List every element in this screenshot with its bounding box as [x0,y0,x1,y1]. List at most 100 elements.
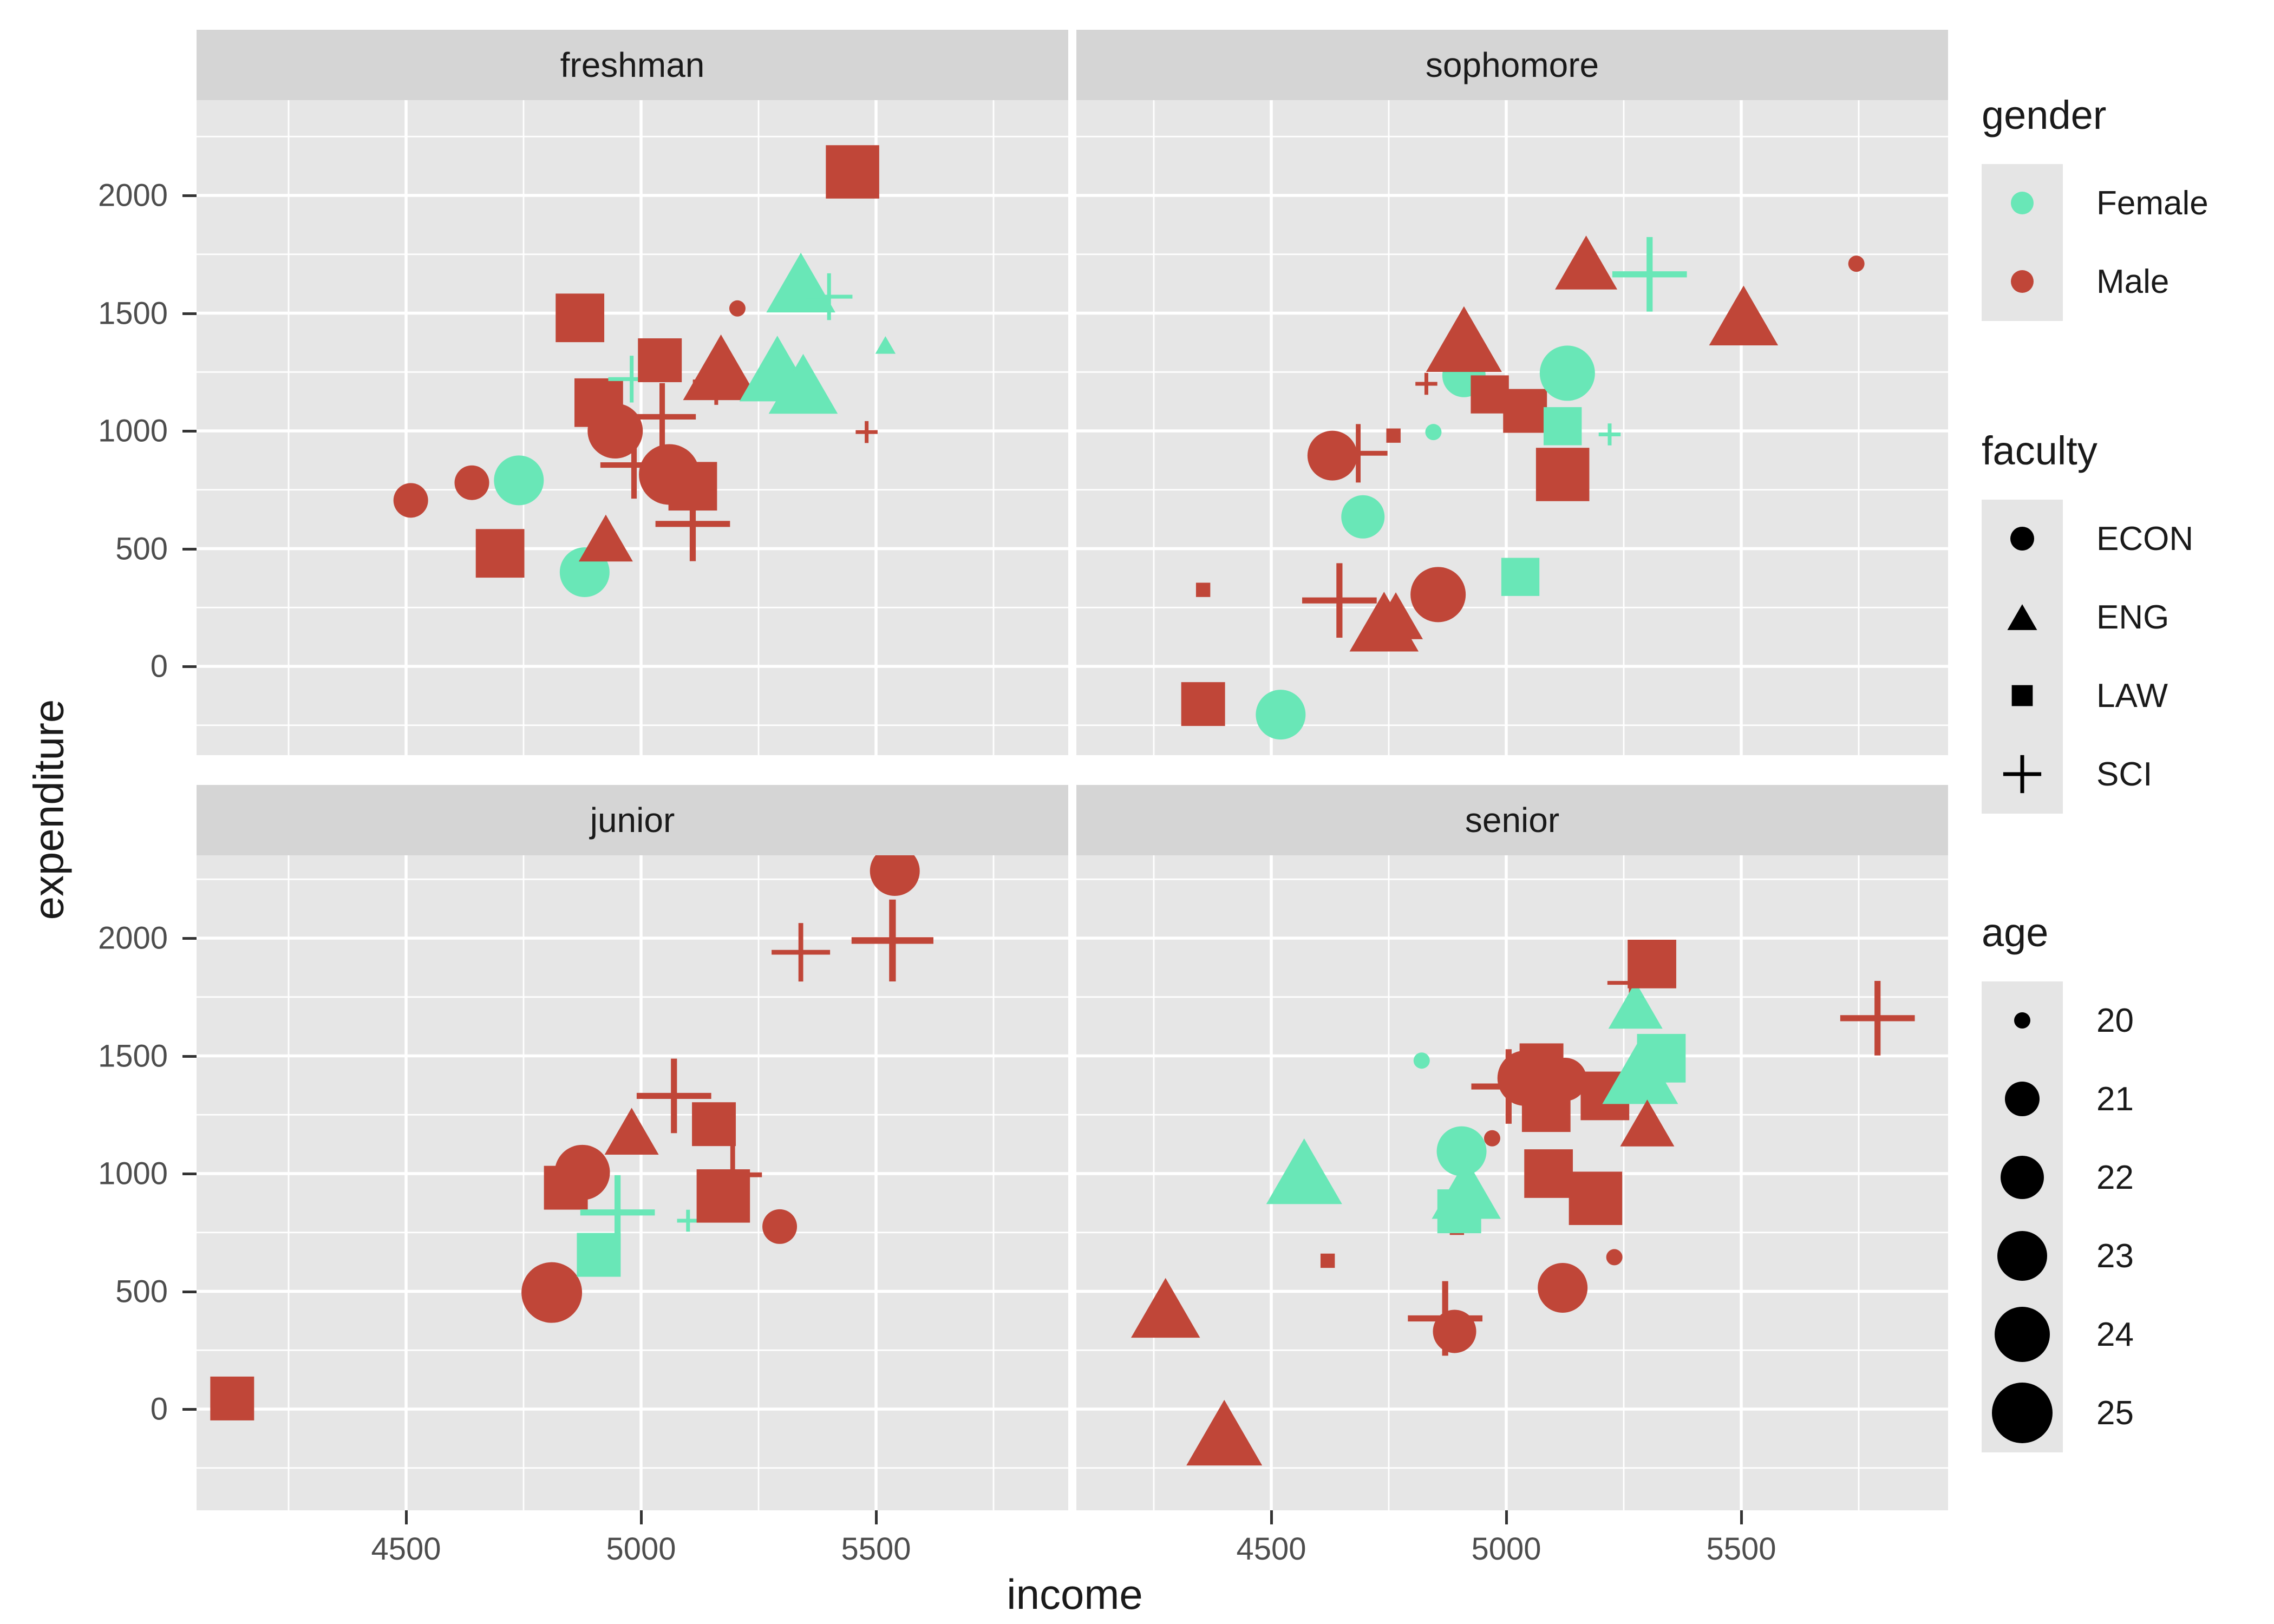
data-point [826,145,879,199]
y-tick-mark [182,1408,197,1411]
y-axis-title: expenditure [24,699,73,920]
data-point [1606,1249,1623,1266]
legend-gender-title: gender [1982,93,2107,137]
plot-area-freshman [197,100,1068,755]
y-tick-mark [182,194,197,197]
y-tick-mark [182,312,197,315]
y-tick-label: 1000 [97,413,168,449]
age-size-icon [1995,1307,2050,1362]
legend-gender-item-female-key-icon [1982,164,2063,243]
y-tick-label: 2000 [97,178,168,213]
legend-age-item-20-label: 20 [2096,1002,2134,1039]
data-point [393,483,428,518]
legend-faculty-item-law-key-icon [1982,657,2063,735]
data-point [1131,1278,1200,1338]
data-point [1543,407,1582,446]
data-point [1181,682,1225,726]
legend-faculty-item-sci-label: SCI [2096,756,2153,793]
y-tick-label: 1500 [97,296,168,331]
data-point [855,421,878,443]
data-point [683,334,759,401]
data-point [1432,1159,1501,1219]
legend-faculty-item-econ: ECON [1982,500,2193,578]
y-tick-mark [182,937,197,940]
data-point [1848,256,1865,272]
plot-area-sophomore [1076,100,1948,755]
data-point [1426,306,1502,372]
x-tick-mark [875,1510,878,1524]
x-tick-mark [1270,1510,1273,1524]
data-point [729,300,746,317]
legend-age-item-25-label: 25 [2096,1394,2134,1432]
data-point [577,1233,621,1277]
data-point [851,899,933,981]
data-point [1608,981,1663,1029]
data-point [1539,345,1595,401]
y-tick-label: 0 [150,1391,168,1427]
facet-strip-label: freshman [560,45,705,84]
y-tick-label: 0 [150,649,168,684]
legend-age-item-21-key-icon [1982,1060,2063,1138]
legend-faculty-item-econ-label: ECON [2096,520,2194,558]
facet-strip-label: senior [1465,801,1560,840]
data-point [556,293,605,343]
y-tick-label: 1000 [97,1156,168,1191]
data-point [1620,1099,1675,1147]
data-point [1386,428,1401,443]
x-tick-mark [640,1510,643,1524]
legend-faculty-item-law-label: LAW [2096,677,2168,715]
data-point [1471,375,1509,414]
data-point [1413,1052,1430,1069]
data-point [1341,495,1385,539]
data-point [692,1102,736,1147]
data-point [210,1376,254,1420]
data-point [696,1169,750,1223]
age-size-icon [1997,1231,2047,1281]
data-point [1329,424,1388,483]
legend-faculty-title: faculty [1982,428,2097,473]
age-size-icon [2001,1156,2044,1199]
data-point [604,1108,659,1155]
data-point [1555,235,1618,290]
legend-faculty: faculty ECON ENG LAW SCI [1982,428,2193,814]
data-point [870,855,920,896]
data-point [628,383,696,450]
data-point [1415,372,1437,395]
data-point [638,338,682,382]
data-point [1538,1262,1588,1313]
age-size-icon [2014,1012,2030,1029]
data-point [580,1175,655,1250]
legend-age-item-23-label: 23 [2096,1237,2134,1275]
y-tick-mark [182,665,197,668]
data-point [655,486,730,561]
y-tick-label: 500 [115,1274,168,1309]
circle-icon [2010,527,2034,551]
x-tick-mark [405,1510,408,1524]
age-size-icon [2005,1082,2040,1116]
data-point [1195,582,1211,597]
male-swatch-icon [2011,270,2034,293]
legend-faculty-item-eng: ENG [1982,578,2193,657]
legend-faculty-item-eng-label: ENG [2096,599,2170,636]
data-point [1503,389,1547,433]
facet-strip-label: junior [590,801,675,840]
facet-strip-junior: junior [197,785,1068,855]
legend-gender-item-male: Male [1982,243,2208,321]
data-point [1186,1399,1263,1466]
plot-area-junior [197,855,1068,1510]
legend-faculty-item-law: LAW [1982,657,2193,735]
data-point [766,252,835,313]
data-point [703,1145,762,1204]
data-point [1840,981,1915,1056]
legend-gender: gender Female Male [1982,92,2208,321]
y-tick-label: 2000 [97,920,168,956]
legend-gender-item-male-key-icon [1982,243,2063,321]
data-point [578,514,633,562]
square-icon [2011,685,2033,706]
legend-age: age 20 21 22 23 24 25 [1982,909,2134,1452]
data-point [554,1144,610,1200]
facet-strip-senior: senior [1076,785,1948,855]
y-tick-mark [182,547,197,551]
data-point [1436,1126,1487,1176]
